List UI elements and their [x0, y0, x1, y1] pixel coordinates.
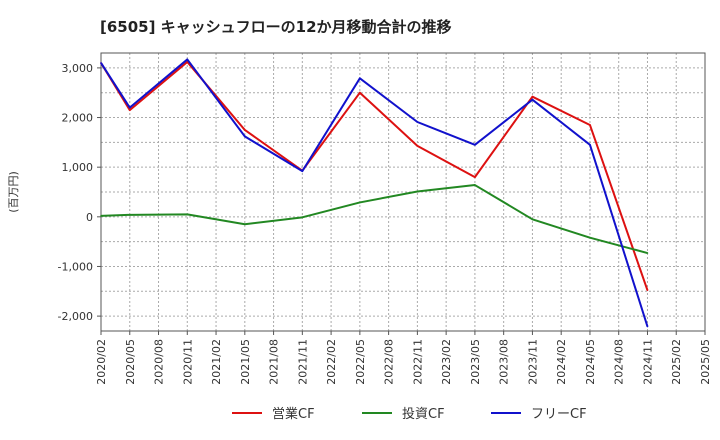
data-point	[646, 252, 649, 254]
axes: 3,000 2,000 1,000 0 -1,000 -2,000 2020/02 2020/…	[7, 52, 712, 385]
y-tick-label: 0	[86, 211, 93, 224]
data-point	[589, 124, 591, 126]
data-point	[244, 135, 246, 138]
data-point	[474, 176, 476, 178]
data-point	[416, 145, 419, 147]
data-point	[244, 129, 246, 131]
y-tick-label: 1,000	[62, 161, 94, 174]
legend-item: フリーCF	[491, 407, 587, 422]
data-point	[100, 215, 102, 217]
y-tick-label: -1,000	[58, 260, 93, 273]
legend-label: フリーCF	[531, 407, 587, 422]
x-tick-label: 2022/08	[383, 339, 396, 385]
x-tick-label: 2022/11	[411, 339, 424, 385]
data-point	[416, 190, 419, 193]
data-point	[359, 91, 361, 94]
y-tick-label: -2,000	[58, 310, 93, 323]
series-3	[100, 58, 649, 328]
plot-border	[100, 52, 706, 332]
data-point	[128, 106, 131, 109]
series-lines	[100, 58, 649, 328]
series-2	[100, 184, 649, 255]
x-tick-label: 2024/08	[613, 339, 626, 385]
x-tick-label: 2020/11	[181, 339, 194, 385]
x-tick-label: 2025/02	[670, 339, 683, 385]
y-tick-label: 2,000	[62, 112, 94, 125]
legend-item: 営業CF	[232, 406, 315, 422]
x-tick-label: 2024/05	[584, 339, 597, 385]
legend-item: 投資CF	[362, 406, 445, 422]
data-point	[301, 170, 304, 172]
data-point	[128, 214, 131, 216]
y-axis-label: (百万円)	[7, 171, 20, 213]
data-point	[474, 184, 476, 186]
x-tick-label: 2020/08	[153, 339, 166, 385]
chart-title: [6505] キャッシュフローの12か月移動合計の推移	[100, 18, 452, 36]
data-point	[474, 144, 476, 146]
x-tick-label: 2023/11	[526, 339, 539, 385]
legend-label: 営業CF	[272, 406, 315, 422]
data-point	[531, 95, 534, 98]
data-point	[100, 62, 102, 64]
x-tick-label: 2024/02	[555, 339, 568, 385]
legend: 営業CF 投資CF フリーCF	[232, 406, 587, 422]
x-tick-label: 2023/05	[469, 339, 482, 385]
x-tick-label: 2021/05	[239, 339, 252, 385]
x-tick-label: 2021/08	[268, 339, 281, 385]
data-point	[186, 58, 189, 61]
data-point	[301, 216, 304, 219]
data-point	[244, 223, 246, 226]
y-tick-label: 3,000	[62, 62, 94, 75]
x-tick-label: 2023/02	[440, 339, 453, 385]
data-point	[186, 213, 189, 216]
x-tick-label: 2025/05	[699, 339, 712, 385]
x-tick-label: 2020/05	[124, 339, 137, 385]
x-tick-label: 2023/08	[498, 339, 511, 385]
data-point	[359, 77, 361, 80]
grid	[100, 53, 706, 331]
x-tick-label: 2022/05	[354, 339, 367, 385]
x-tick-label: 2022/02	[325, 339, 338, 385]
data-point	[128, 109, 131, 111]
x-tick-label: 2024/11	[641, 339, 654, 385]
legend-label: 投資CF	[402, 406, 445, 422]
x-tick-label: 2021/11	[296, 339, 309, 385]
x-tick-label: 2020/02	[95, 339, 108, 385]
data-point	[416, 121, 419, 123]
x-tick-label: 2021/02	[210, 339, 223, 385]
data-point	[359, 201, 361, 204]
data-point	[646, 325, 649, 328]
data-point	[589, 236, 591, 239]
data-point	[646, 289, 649, 292]
data-point	[589, 144, 591, 146]
data-point	[531, 98, 534, 101]
data-point	[531, 218, 534, 221]
